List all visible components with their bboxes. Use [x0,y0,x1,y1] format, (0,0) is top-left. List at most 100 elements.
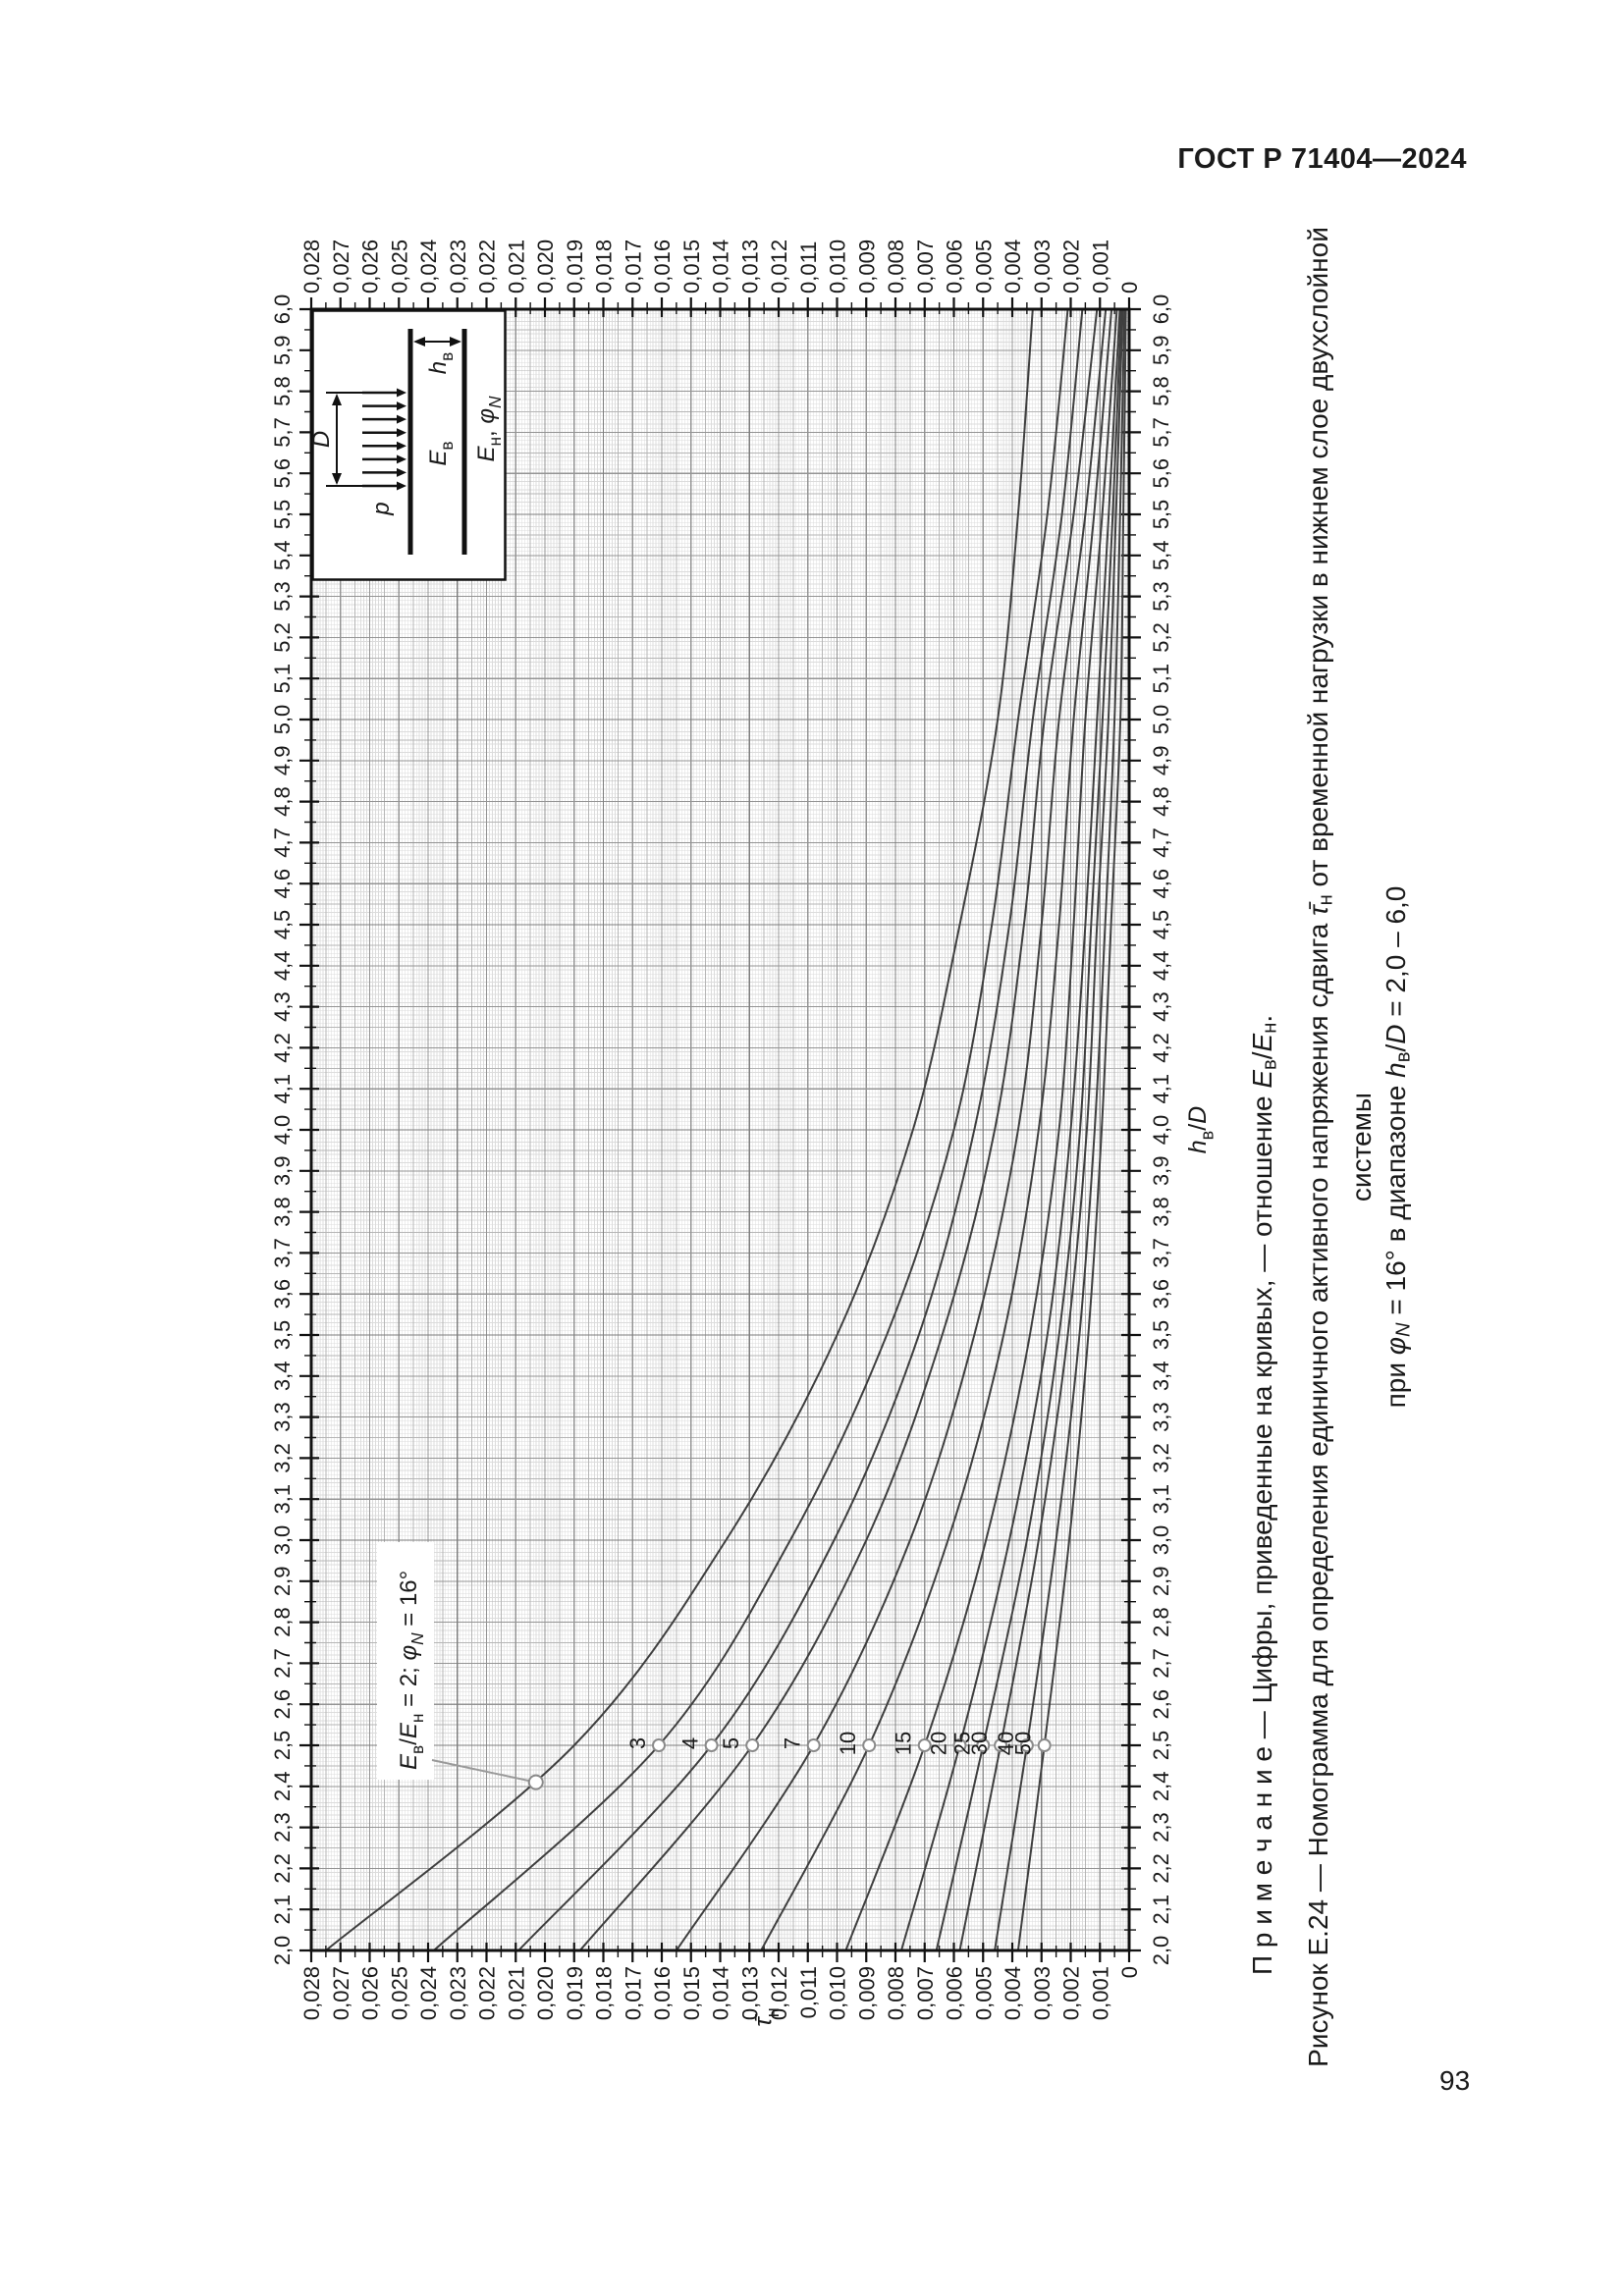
curve-marker-15 [917,1738,932,1752]
curve-label-15: 15 [892,1732,916,1755]
curve-10 [760,309,1113,1950]
inset-thickness-label: hв [425,352,457,375]
x-tick-label-bottom: 2,1 [1149,1895,1173,1925]
figure-caption-line2: при φN = 16° в диапазоне hв/D = 2,0 – 6,… [1380,885,1415,1409]
x-tick-label-bottom: 5,2 [1149,622,1173,653]
y-tick-label-right: 0,016 [650,240,675,294]
load-arrow-head [397,388,406,398]
dim-arrow-head [332,394,342,405]
nomogram-chart: 2,0 2,0 2,1 2,1 2,2 2,2 2,3 2,3 2,4 2,4 2,5 2,5 2,6 2… [270,240,1218,2027]
curve-marker-7 [806,1738,821,1752]
annotation-leader-line [431,1759,537,1784]
x-tick-label-top: 2,0 [270,1936,295,1966]
y-tick-label-left: 0,026 [358,1966,383,2020]
x-tick-label-top: 3,0 [270,1525,295,1556]
y-tick-label-right: 0,009 [854,240,879,294]
inset-upper-modulus-label: Eв [425,441,457,465]
y-tick-label-right: 0,023 [446,240,470,294]
x-tick-label-bottom: 3,3 [1149,1402,1173,1432]
x-tick-label-top: 3,2 [270,1443,295,1473]
y-tick-label-left: 0,023 [446,1966,470,2020]
x-tick-label-bottom: 4,3 [1149,991,1173,1022]
y-tick-label-left: 0,007 [913,1966,938,2020]
x-tick-label-bottom: 3,8 [1149,1197,1173,1227]
grid-bold [311,309,1129,1950]
x-tick-label-bottom: 2,3 [1149,1812,1173,1842]
x-tick-label-top: 4,8 [270,786,295,817]
x-tick-label-top: 5,3 [270,581,295,612]
x-tick-label-top: 5,7 [270,417,295,448]
dim-arrow-head [450,337,461,347]
x-tick-label-bottom: 4,0 [1149,1115,1173,1146]
curve-4 [517,309,1084,1950]
nomogram-figure: 2,0 2,0 2,1 2,1 2,2 2,2 2,3 2,3 2,4 2,4 2,5 2,5 2,6 2… [228,226,1247,2068]
x-tick-label-bottom: 4,9 [1149,746,1173,776]
x-tick-label-bottom: 3,2 [1149,1443,1173,1473]
y-tick-label-right: 0,001 [1088,240,1112,294]
x-tick-label-bottom: 6,0 [1149,294,1173,325]
curve-15 [844,309,1118,1950]
y-tick-label-right: 0,015 [679,240,704,294]
x-tick-label-bottom: 5,8 [1149,376,1173,406]
y-tick-label-left: 0,014 [709,1966,733,2020]
y-tick-label-right: 0,002 [1059,240,1084,294]
x-tick-label-bottom: 3,4 [1149,1362,1173,1392]
curve-5 [578,309,1099,1950]
curve-20 [900,309,1121,1950]
x-tick-label-bottom: 3,1 [1149,1484,1173,1515]
curve-marker-50 [1037,1738,1052,1752]
x-tick-label-bottom: 2,9 [1149,1567,1173,1597]
curve-marker-3 [652,1738,666,1752]
x-tick-label-bottom: 2,4 [1149,1772,1173,1802]
x-tick-label-bottom: 4,4 [1149,951,1173,982]
curve-label-50: 50 [1011,1732,1036,1755]
curve-label-7: 7 [781,1737,805,1749]
y-tick-label-right: 0,022 [475,240,500,294]
x-tick-label-bottom: 3,5 [1149,1320,1173,1351]
x-tick-label-bottom: 5,9 [1149,336,1173,366]
y-tick-label-left: 0,015 [679,1966,704,2020]
x-tick-label-top: 3,5 [270,1320,295,1351]
dim-arrow-head [332,473,342,485]
curve-label-5: 5 [719,1737,743,1749]
curve-label-20: 20 [927,1732,951,1755]
x-tick-label-top: 5,8 [270,376,295,406]
x-tick-label-bottom: 4,8 [1149,786,1173,817]
annotation-text: Eв/Eн = 2; φN = 16° [396,1571,427,1770]
y-tick-label-left: 0,016 [650,1966,675,2020]
x-tick-label-top: 2,6 [270,1689,295,1720]
y-tick-label-left: 0,002 [1059,1966,1084,2020]
x-tick-label-top: 4,3 [270,991,295,1022]
plot-border [309,307,1131,1952]
x-tick-label-top: 2,4 [270,1772,295,1802]
curve-marker-20 [952,1738,967,1752]
captions-rotated-wrapper: П р и м е ч а н и е — Цифры, приведенные… [1245,226,1414,2068]
x-tick-label-bottom: 3,0 [1149,1525,1173,1556]
load-arrow-head [397,401,406,411]
y-tick-label-right: 0,014 [709,240,733,294]
x-tick-label-bottom: 5,5 [1149,500,1173,530]
y-tick-label-left: 0,025 [387,1966,411,2020]
page-number: 93 [1439,2065,1471,2096]
y-tick-label-left: 0,012 [767,1966,791,2020]
y-tick-label-right: 0 [1117,282,1142,294]
y-tick-label-right: 0,006 [943,240,967,294]
y-tick-label-left: 0,017 [621,1966,645,2020]
x-tick-label-top: 4,7 [270,828,295,858]
x-tick-label-top: 3,4 [270,1362,295,1392]
page-header: ГОСТ Р 71404—2024 [1177,143,1467,175]
figure-captions: П р и м е ч а н и е — Цифры, приведенные… [1245,226,1414,2068]
x-tick-label-top: 2,8 [270,1607,295,1637]
x-tick-label-bottom: 2,5 [1149,1731,1173,1761]
y-tick-label-right: 0,020 [533,240,558,294]
x-tick-label-top: 4,5 [270,910,295,940]
load-arrow-head [397,428,406,438]
figure-note: П р и м е ч а н и е — Цифры, приведенные… [1247,1014,1281,1975]
x-tick-label-top: 4,6 [270,869,295,899]
y-tick-label-right: 0,003 [1030,240,1055,294]
inset-diameter-label: D [308,431,335,448]
y-tick-label-right: 0,008 [884,240,908,294]
x-tick-label-top: 5,0 [270,705,295,735]
y-tick-label-left: 0,028 [299,1966,324,2020]
y-tick-label-right: 0,013 [737,240,762,294]
